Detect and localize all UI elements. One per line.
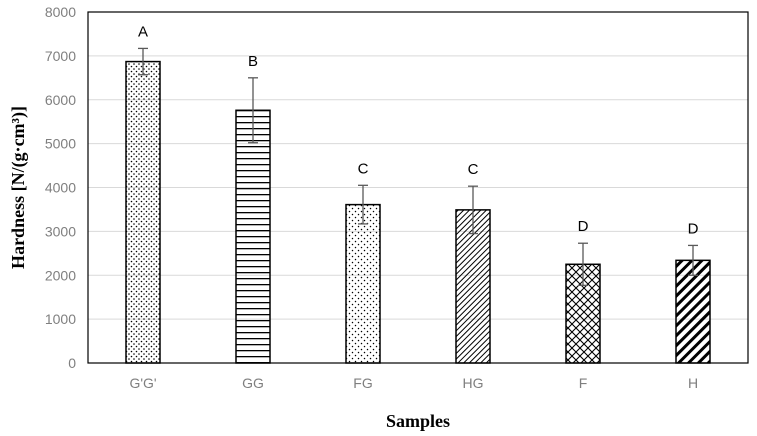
significance-label: C [468,161,479,178]
y-tick-label: 5000 [45,136,76,152]
bar [675,259,711,364]
significance-label: D [578,218,589,235]
error-bar [138,47,148,76]
x-tick-label: G'G' [129,375,156,391]
x-tick-label: HG [463,375,484,391]
x-tick-label: H [688,375,698,391]
x-axis-title: Samples [386,411,450,431]
significance-label: C [358,160,369,177]
x-tick-label: FG [353,375,372,391]
error-bar [578,242,588,286]
y-tick-label: 8000 [45,4,76,20]
x-tick-label: GG [242,375,264,391]
bar [345,203,381,364]
bar [235,109,271,364]
plot-area-frame [87,11,749,364]
y-tick-label: 7000 [45,48,76,64]
error-bar [688,244,698,276]
significance-label: A [138,23,148,40]
error-bars [138,47,698,286]
error-bar [468,185,478,235]
y-tick-labels: 0 1000 2000 3000 4000 5000 6000 7000 8000 [45,4,76,371]
bars [125,60,711,364]
significance-label: B [248,53,258,70]
y-tick-label: 6000 [45,92,76,108]
y-tick-label: 1000 [45,311,76,327]
y-tick-label: 0 [68,355,76,371]
error-bar [358,184,368,225]
bar [125,60,161,364]
error-bar [248,77,258,144]
gridlines [88,55,748,320]
significance-labels: A B C C D D [138,23,699,237]
significance-label: D [688,220,699,237]
y-tick-label: 4000 [45,180,76,196]
x-tick-label: F [579,375,588,391]
y-axis-title: Hardness [N/(g·cm³)] [8,106,29,269]
y-tick-label: 3000 [45,223,76,239]
y-tick-label: 2000 [45,267,76,283]
x-tick-labels: G'G' GG FG HG F H [129,375,698,391]
